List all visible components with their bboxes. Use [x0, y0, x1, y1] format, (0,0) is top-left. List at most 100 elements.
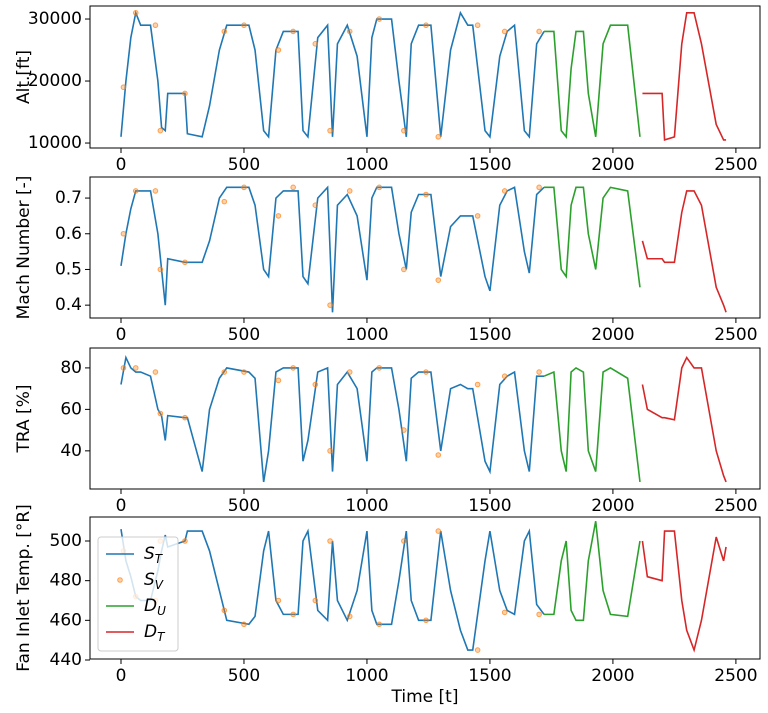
- series-line: [544, 186, 641, 288]
- x-tick-label: 500: [228, 666, 260, 686]
- series-line: [120, 354, 545, 483]
- scatter-point: [423, 22, 429, 29]
- scatter-point: [474, 647, 481, 653]
- axes-frame: [89, 516, 761, 660]
- scatter-point: [376, 16, 383, 22]
- scatter-point: [312, 597, 319, 604]
- x-tick-label: 1500: [468, 496, 511, 516]
- y-axis-label: Fan Inlet Temp. [°R]: [14, 504, 34, 672]
- series-line: [641, 355, 727, 483]
- scatter-point: [327, 302, 333, 308]
- x-tick-label: 1500: [468, 325, 511, 345]
- scatter-point: [327, 538, 333, 544]
- x-tick-label: 0: [116, 666, 127, 686]
- x-axis-label: Time [t]: [391, 687, 459, 707]
- x-tick-label: 1000: [345, 666, 388, 686]
- y-tick-label: 40: [60, 441, 82, 461]
- y-tick-label: 0.7: [55, 188, 82, 208]
- scatter-point: [312, 41, 319, 47]
- subplot: 0.4 0.5 0.6 0.7 0 500 1000 1500 2000 2500 Mach Num…: [14, 176, 761, 345]
- x-tick-label: 0: [116, 496, 127, 516]
- plot-area: [120, 521, 727, 653]
- scatter-point: [182, 538, 188, 544]
- legend: ST SV DU DT: [97, 536, 179, 652]
- y-tick-label: 500: [50, 531, 82, 551]
- legend-label: SV: [144, 570, 164, 592]
- legend-box: [97, 536, 179, 652]
- y-tick-label: 30000: [28, 9, 82, 29]
- scatter-point: [241, 184, 247, 191]
- scatter-point: [241, 22, 247, 29]
- scatter-point: [275, 377, 282, 384]
- scatter-point: [536, 28, 542, 35]
- plot-area: [120, 354, 727, 483]
- subplot: 440 460 480 500 0 500 1000 1500 2000 2500 Fan Inle…: [14, 504, 761, 707]
- scatter-point: [221, 607, 228, 614]
- scatter-point: [376, 184, 383, 191]
- y-axis-label: Alt.[ft]: [14, 50, 34, 104]
- scatter-point: [221, 28, 228, 35]
- series-line: [642, 12, 727, 142]
- legend-label: DU: [144, 596, 166, 618]
- scatter-point: [290, 365, 296, 371]
- scatter-point: [423, 369, 429, 375]
- y-tick-label: 60: [60, 399, 82, 419]
- x-tick-label: 1000: [345, 325, 388, 345]
- series-line: [120, 10, 545, 139]
- series-line: [544, 521, 641, 622]
- scatter-point: [501, 609, 508, 616]
- scatter-point: [536, 611, 542, 618]
- scatter-point: [275, 47, 282, 53]
- series-line: [641, 530, 727, 653]
- x-tick-label: 500: [228, 325, 260, 345]
- subplot: 40 60 80 0 500 1000 1500 2000 2500 TRA [%]: [14, 347, 761, 516]
- y-tick-label: 0.4: [55, 295, 82, 315]
- y-tick-label: 10000: [28, 133, 82, 153]
- scatter-point: [501, 373, 508, 380]
- scatter-point: [120, 230, 127, 237]
- scatter-point: [376, 365, 383, 371]
- y-axis-label: TRA [%]: [14, 385, 34, 454]
- scatter-point: [346, 369, 353, 375]
- scatter-point: [536, 369, 542, 375]
- scatter-point: [327, 127, 333, 134]
- y-tick-label: 460: [50, 610, 82, 630]
- scatter-point: [536, 184, 542, 191]
- x-tick-label: 1000: [345, 496, 388, 516]
- x-tick-label: 1500: [468, 155, 511, 175]
- scatter-point: [474, 381, 481, 388]
- scatter-point: [435, 277, 442, 283]
- series-line: [120, 528, 545, 651]
- scatter-point: [346, 28, 353, 35]
- axes-frame: [89, 5, 761, 149]
- scatter-point: [290, 28, 296, 35]
- scatter-point: [376, 621, 383, 628]
- scatter-point: [401, 538, 407, 544]
- y-axis-label: Mach Number [-]: [14, 176, 34, 320]
- scatter-point: [221, 369, 228, 375]
- y-tick-label: 440: [50, 650, 82, 670]
- scatter-point: [132, 365, 139, 371]
- scatter-point: [290, 184, 296, 191]
- x-tick-label: 1000: [345, 155, 388, 175]
- scatter-point: [275, 213, 282, 219]
- x-tick-label: 2500: [714, 666, 757, 686]
- scatter-point: [501, 28, 508, 35]
- subplot: 10000 20000 30000 0 500 1000 1500 2000 2500 Alt.[…: [14, 5, 761, 175]
- scatter-point: [221, 198, 228, 205]
- scatter-point: [152, 22, 159, 29]
- scatter-point: [132, 188, 139, 194]
- scatter-point: [241, 369, 247, 375]
- scatter-point: [157, 266, 164, 273]
- scatter-point: [474, 22, 481, 29]
- series-line: [544, 24, 641, 139]
- y-tick-label: 0.6: [55, 224, 82, 244]
- x-tick-label: 2000: [591, 155, 634, 175]
- scatter-point: [312, 202, 319, 208]
- x-tick-label: 2000: [591, 325, 634, 345]
- legend-marker: [117, 577, 123, 583]
- series-line: [543, 366, 641, 483]
- scatter-point: [312, 381, 319, 388]
- scatter-point: [435, 528, 442, 534]
- scatter-point: [327, 448, 333, 454]
